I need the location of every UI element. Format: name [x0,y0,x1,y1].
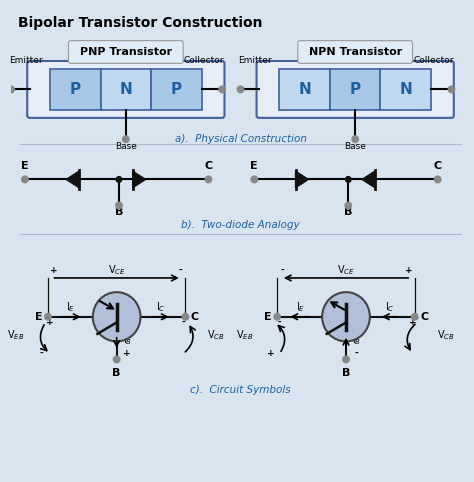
FancyBboxPatch shape [100,69,151,109]
Text: -: - [178,266,182,275]
Text: -: - [281,266,284,275]
Text: +: + [123,348,130,358]
Circle shape [322,292,370,341]
FancyBboxPatch shape [330,69,381,109]
Text: P: P [70,82,81,97]
Text: +: + [266,348,274,358]
Text: B: B [342,368,350,378]
FancyBboxPatch shape [381,69,431,109]
Circle shape [8,86,14,93]
Text: C: C [434,161,442,171]
Text: P: P [350,82,361,97]
Text: -: - [277,318,281,327]
Text: Base: Base [344,142,366,151]
Text: B: B [344,207,353,217]
Circle shape [205,176,211,183]
Text: PNP Transistor: PNP Transistor [80,47,172,57]
FancyBboxPatch shape [151,69,201,109]
Circle shape [182,313,189,320]
Text: V$_{EB}$: V$_{EB}$ [236,328,253,342]
Text: I$_E$: I$_E$ [66,301,75,314]
Text: I$_E$: I$_E$ [295,301,305,314]
Text: B: B [115,207,123,217]
Text: -: - [182,318,185,327]
Text: V$_{CB}$: V$_{CB}$ [208,328,225,342]
Text: C: C [191,312,199,322]
Circle shape [116,202,122,209]
Text: N: N [119,82,132,97]
Text: I$_B$: I$_B$ [123,333,132,347]
Text: V$_{CB}$: V$_{CB}$ [437,328,455,342]
Circle shape [352,136,358,143]
Text: V$_{CE}$: V$_{CE}$ [108,263,126,277]
Text: I$_C$: I$_C$ [385,301,395,314]
Text: c).  Circuit Symbols: c). Circuit Symbols [190,386,291,395]
Text: a).  Physical Construction: a). Physical Construction [174,134,307,145]
Circle shape [251,176,257,183]
Text: E: E [250,161,258,171]
FancyBboxPatch shape [256,61,454,118]
Text: E: E [264,312,272,322]
Text: -: - [39,348,43,358]
Text: Collector: Collector [413,56,454,66]
FancyBboxPatch shape [50,69,100,109]
Text: N: N [399,82,412,97]
Text: I$_C$: I$_C$ [156,301,165,314]
Text: -: - [354,348,358,358]
Polygon shape [362,171,375,187]
Circle shape [274,313,281,320]
Text: Bipolar Transistor Construction: Bipolar Transistor Construction [18,16,263,30]
Circle shape [435,176,441,183]
Text: C: C [204,161,212,171]
Text: N: N [298,82,311,97]
Text: +: + [405,266,413,275]
Text: +: + [46,318,54,327]
Polygon shape [296,171,309,187]
Text: b).  Two-diode Analogy: b). Two-diode Analogy [181,220,300,230]
Text: B: B [112,368,121,378]
Circle shape [45,313,51,320]
Text: P: P [171,82,182,97]
Text: NPN Transistor: NPN Transistor [309,47,402,57]
Text: Emitter: Emitter [238,56,272,66]
Circle shape [448,86,455,93]
Text: E: E [35,312,42,322]
Text: +: + [50,266,57,275]
FancyBboxPatch shape [27,61,225,118]
FancyBboxPatch shape [298,40,412,63]
Text: Emitter: Emitter [9,56,43,66]
FancyBboxPatch shape [69,40,183,63]
Polygon shape [133,171,146,187]
Circle shape [113,356,120,363]
Polygon shape [66,171,79,187]
Text: +: + [409,318,417,327]
Circle shape [343,356,349,363]
Circle shape [22,176,28,183]
Text: Collector: Collector [184,56,225,66]
Text: V$_{EB}$: V$_{EB}$ [7,328,24,342]
FancyBboxPatch shape [280,69,330,109]
Circle shape [123,136,129,143]
Circle shape [411,313,418,320]
Text: I$_B$: I$_B$ [353,333,362,347]
Text: V$_{CE}$: V$_{CE}$ [337,263,355,277]
Text: C: C [420,312,428,322]
Circle shape [237,86,244,93]
Circle shape [346,176,351,182]
Circle shape [219,86,225,93]
Text: Base: Base [115,142,137,151]
Circle shape [93,292,140,341]
Text: E: E [21,161,29,171]
Circle shape [116,176,122,182]
Circle shape [345,202,352,209]
